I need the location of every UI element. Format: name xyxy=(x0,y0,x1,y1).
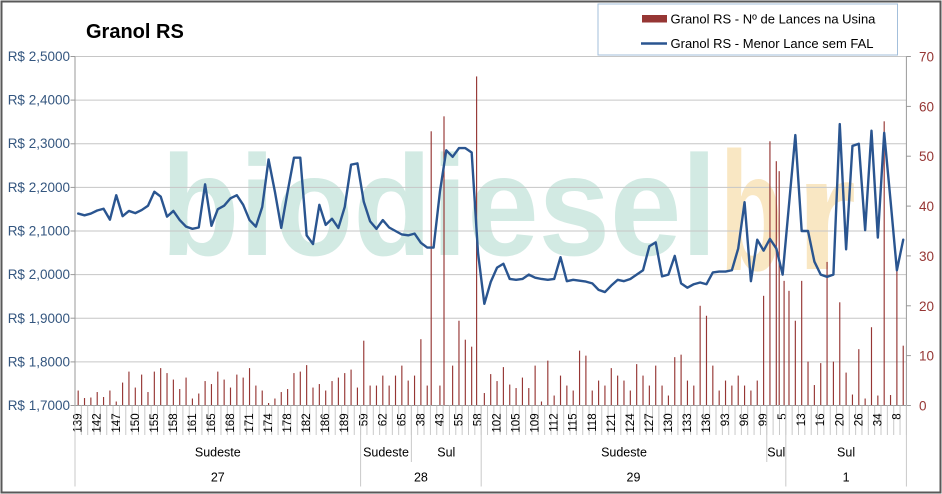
svg-text:Granol RS - Menor Lance sem FA: Granol RS - Menor Lance sem FAL xyxy=(671,36,874,51)
svg-text:R$ 2,0000: R$ 2,0000 xyxy=(8,267,70,282)
svg-text:139: 139 xyxy=(73,413,85,432)
svg-text:147: 147 xyxy=(111,413,123,432)
svg-text:70: 70 xyxy=(919,50,934,65)
svg-text:30: 30 xyxy=(919,249,934,264)
svg-text:Granol RS - Nº de Lances na Us: Granol RS - Nº de Lances na Usina xyxy=(671,12,877,27)
svg-text:127: 127 xyxy=(644,413,656,432)
svg-text:133: 133 xyxy=(682,413,694,432)
svg-text:R$ 2,3000: R$ 2,3000 xyxy=(8,136,70,151)
svg-text:109: 109 xyxy=(530,413,542,432)
svg-text:10: 10 xyxy=(919,349,934,364)
svg-text:58: 58 xyxy=(473,413,485,426)
svg-text:1: 1 xyxy=(843,471,850,485)
svg-text:Sudeste: Sudeste xyxy=(601,446,647,460)
svg-text:29: 29 xyxy=(627,471,641,485)
svg-text:165: 165 xyxy=(206,413,218,432)
svg-text:186: 186 xyxy=(320,413,332,432)
svg-text:150: 150 xyxy=(130,413,142,432)
svg-text:182: 182 xyxy=(301,413,313,432)
svg-text:99: 99 xyxy=(758,413,770,426)
svg-text:Sudeste: Sudeste xyxy=(195,446,241,460)
svg-text:142: 142 xyxy=(92,413,104,432)
svg-text:16: 16 xyxy=(815,413,827,426)
svg-text:161: 161 xyxy=(187,413,199,432)
svg-text:R$ 1,9000: R$ 1,9000 xyxy=(8,311,70,326)
svg-text:38: 38 xyxy=(415,413,427,426)
svg-text:13: 13 xyxy=(796,413,808,426)
svg-text:105: 105 xyxy=(511,413,523,432)
svg-text:115: 115 xyxy=(568,413,580,431)
svg-text:62: 62 xyxy=(377,413,389,426)
svg-text:136: 136 xyxy=(701,413,713,432)
svg-text:189: 189 xyxy=(339,413,351,432)
svg-text:50: 50 xyxy=(919,149,934,164)
svg-text:102: 102 xyxy=(492,413,504,432)
svg-text:27: 27 xyxy=(211,471,225,485)
svg-text:28: 28 xyxy=(414,471,428,485)
svg-text:171: 171 xyxy=(244,413,256,432)
svg-text:59: 59 xyxy=(358,413,370,426)
svg-text:65: 65 xyxy=(396,413,408,426)
svg-text:Sul: Sul xyxy=(767,446,785,460)
svg-text:155: 155 xyxy=(149,413,161,432)
svg-text:r: r xyxy=(796,124,856,304)
svg-text:112: 112 xyxy=(549,413,561,431)
svg-text:96: 96 xyxy=(739,413,751,426)
svg-text:121: 121 xyxy=(606,413,618,432)
svg-text:R$ 2,2000: R$ 2,2000 xyxy=(8,180,70,195)
svg-text:R$ 1,8000: R$ 1,8000 xyxy=(8,354,70,369)
svg-text:55: 55 xyxy=(453,413,465,426)
svg-text:Granol RS: Granol RS xyxy=(86,21,184,43)
svg-text:93: 93 xyxy=(720,413,732,426)
svg-text:Sudeste: Sudeste xyxy=(363,446,409,460)
svg-text:174: 174 xyxy=(263,413,275,433)
svg-text:Sul: Sul xyxy=(437,446,455,460)
svg-text:26: 26 xyxy=(853,413,865,426)
svg-text:158: 158 xyxy=(168,413,180,432)
svg-text:34: 34 xyxy=(872,413,884,426)
svg-text:168: 168 xyxy=(225,413,237,432)
svg-text:5: 5 xyxy=(777,413,789,419)
svg-text:R$ 2,1000: R$ 2,1000 xyxy=(8,224,70,239)
svg-text:60: 60 xyxy=(919,99,934,114)
svg-text:20: 20 xyxy=(834,413,846,426)
svg-text:118: 118 xyxy=(587,413,599,431)
svg-text:R$ 1,7000: R$ 1,7000 xyxy=(8,398,70,413)
svg-text:20: 20 xyxy=(919,299,934,314)
svg-text:R$ 2,5000: R$ 2,5000 xyxy=(8,49,70,64)
svg-text:R$ 2,4000: R$ 2,4000 xyxy=(8,93,70,108)
svg-text:124: 124 xyxy=(625,413,637,433)
svg-text:43: 43 xyxy=(434,413,446,426)
svg-text:Sul: Sul xyxy=(837,446,855,460)
svg-text:130: 130 xyxy=(663,413,675,432)
svg-text:40: 40 xyxy=(919,199,934,214)
svg-text:178: 178 xyxy=(282,413,294,432)
svg-text:0: 0 xyxy=(919,399,927,414)
svg-text:8: 8 xyxy=(891,413,903,419)
